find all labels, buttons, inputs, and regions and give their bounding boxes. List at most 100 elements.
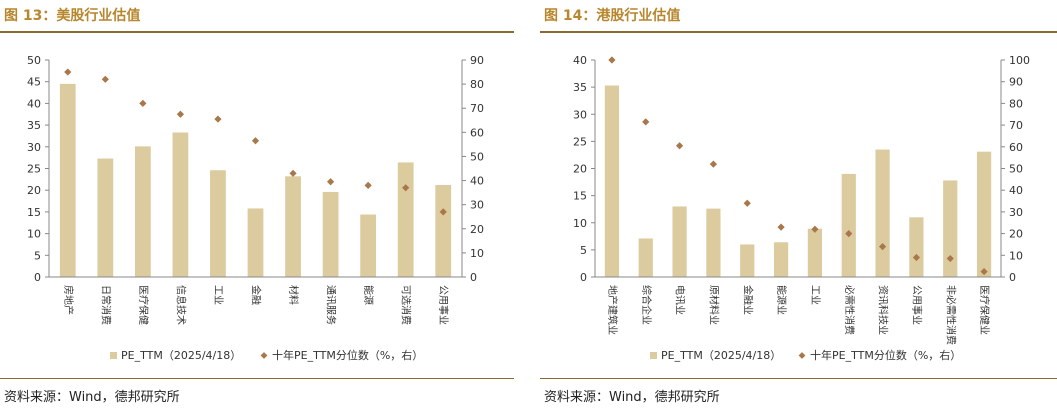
left-axis-tick-label: 25 (573, 135, 587, 148)
pe-ttm-bar (134, 146, 151, 277)
percentile-point (811, 225, 819, 233)
legend-point-label: 十年PE_TTM分位数（%，右） (810, 348, 961, 362)
percentile-point (101, 75, 109, 83)
category-label: 工业 (809, 285, 821, 305)
legend-bar-label: PE_TTM（2025/4/18） (121, 349, 241, 362)
right-axis-tick-label: 90 (1009, 76, 1023, 89)
right-axis-tick-label: 60 (1009, 141, 1023, 154)
legend-point-label: 十年PE_TTM分位数（%，右） (272, 348, 423, 362)
percentile-point (289, 169, 297, 177)
category-label: 医疗保健业 (978, 285, 991, 335)
left-axis-tick-label: 45 (27, 76, 41, 89)
percentile-point (608, 56, 616, 64)
right-axis-tick-label: 80 (1009, 97, 1023, 110)
left-axis-tick-label: 10 (27, 228, 41, 241)
pe-ttm-bar (638, 238, 653, 277)
category-label: 能源业 (775, 285, 788, 315)
pe-ttm-bar (909, 217, 924, 277)
pe-ttm-bar (360, 214, 377, 277)
pe-ttm-bar (773, 242, 789, 277)
right-axis-tick-label: 10 (1009, 249, 1023, 262)
category-label: 非必需性消费 (944, 285, 957, 345)
category-label: 可选消费 (400, 285, 413, 325)
pe-ttm-bar (397, 162, 414, 277)
right-axis-tick-label: 30 (1009, 206, 1023, 219)
category-label: 电讯业 (674, 285, 687, 315)
title-rule (0, 31, 514, 33)
figure-13-source: 资料来源：Wind，德邦研究所 (4, 390, 180, 405)
legend-point-swatch (798, 352, 806, 359)
category-label: 日常消费 (99, 285, 112, 325)
category-label: 必需性消费 (843, 285, 856, 335)
legend-bar-label: PE_TTM（2025/4/18） (661, 349, 781, 362)
right-axis-tick-label: 60 (470, 126, 484, 139)
percentile-point (709, 160, 718, 168)
left-axis-tick-label: 15 (573, 190, 587, 203)
left-axis-tick-label: 30 (27, 141, 41, 154)
right-axis-tick-label: 0 (1009, 271, 1016, 284)
hk-sector-valuation-chart: 0 5 10 15 20 25 30 35 40 0 10 20 30 40 50 60 70 80 90 100 地产… (573, 54, 1030, 362)
right-axis-tick-label: 20 (1009, 228, 1023, 241)
percentile-point (743, 199, 751, 207)
left-axis-tick-label: 35 (573, 81, 587, 94)
right-axis-tick-label: 10 (470, 247, 484, 260)
us-sector-valuation-chart: 0 5 10 15 20 25 30 35 40 45 50 0 10 20 30 40 50 60 70 80 90 房… (27, 54, 484, 362)
legend-point-swatch (260, 352, 268, 359)
percentile-point (845, 230, 853, 238)
percentile-point (176, 110, 185, 118)
pe-ttm-bar (943, 180, 958, 277)
right-axis-tick-label: 40 (1009, 184, 1023, 197)
left-axis-tick-label: 20 (27, 184, 41, 197)
percentile-point (777, 223, 785, 231)
category-label: 房地产 (62, 285, 75, 315)
category-label: 金融业 (741, 285, 754, 315)
right-axis-tick-label: 50 (1009, 163, 1023, 176)
left-axis-tick-label: 25 (27, 163, 41, 176)
category-label: 信息技术 (174, 285, 187, 325)
pe-ttm-bar (740, 244, 755, 277)
percentile-point (251, 137, 260, 145)
right-axis-tick-label: 30 (470, 199, 484, 212)
right-axis-tick-label: 70 (1009, 119, 1023, 132)
right-axis-tick-label: 0 (470, 271, 477, 284)
category-label: 综合企业 (640, 285, 653, 325)
pe-ttm-bar (807, 228, 823, 277)
figure-14-source: 资料来源：Wind，德邦研究所 (544, 390, 720, 405)
left-axis-tick-label: 5 (580, 244, 587, 257)
right-axis-tick-label: 70 (470, 102, 484, 115)
pe-ttm-bar (210, 170, 226, 277)
percentile-point (439, 208, 447, 216)
category-label: 原材料业 (707, 285, 720, 325)
pe-ttm-bar (97, 158, 114, 277)
percentile-point (364, 181, 372, 189)
pe-ttm-bar (976, 151, 992, 277)
pe-ttm-bar (322, 191, 339, 277)
pe-ttm-bar (247, 208, 264, 277)
category-label: 能源 (362, 285, 375, 305)
figure-14-panel: 图 14：港股行业估值 0 5 10 15 20 25 30 35 40 0 10 20 30 40 50 6… (540, 0, 1057, 411)
pe-ttm-bar (706, 208, 721, 277)
percentile-point (642, 118, 650, 126)
right-axis-tick-label: 40 (470, 175, 484, 188)
left-axis-tick-label: 0 (34, 271, 41, 284)
percentile-point (64, 68, 72, 76)
percentile-point (326, 178, 335, 186)
percentile-point (946, 254, 954, 263)
pe-ttm-bar (841, 173, 856, 277)
category-label: 地产建筑业 (606, 285, 619, 335)
category-label: 医疗保健 (137, 285, 150, 325)
category-label: 公用事业 (437, 285, 450, 325)
percentile-point (139, 99, 147, 107)
pe-ttm-bar (285, 176, 301, 277)
title-rule (540, 31, 1057, 33)
category-label: 材料 (287, 285, 300, 305)
source-rule (540, 378, 1057, 379)
percentile-point (912, 253, 921, 262)
pe-ttm-bar (875, 149, 890, 277)
right-axis-tick-label: 20 (470, 223, 484, 236)
source-rule (0, 378, 514, 379)
pe-ttm-bar (672, 206, 687, 277)
figure-13-title: 图 13：美股行业估值 (4, 8, 141, 24)
left-axis-tick-label: 35 (27, 119, 41, 132)
figure-13-panel: 图 13：美股行业估值 0 5 10 15 20 25 30 35 40 45 50 0 10 20 30 4… (0, 0, 514, 411)
